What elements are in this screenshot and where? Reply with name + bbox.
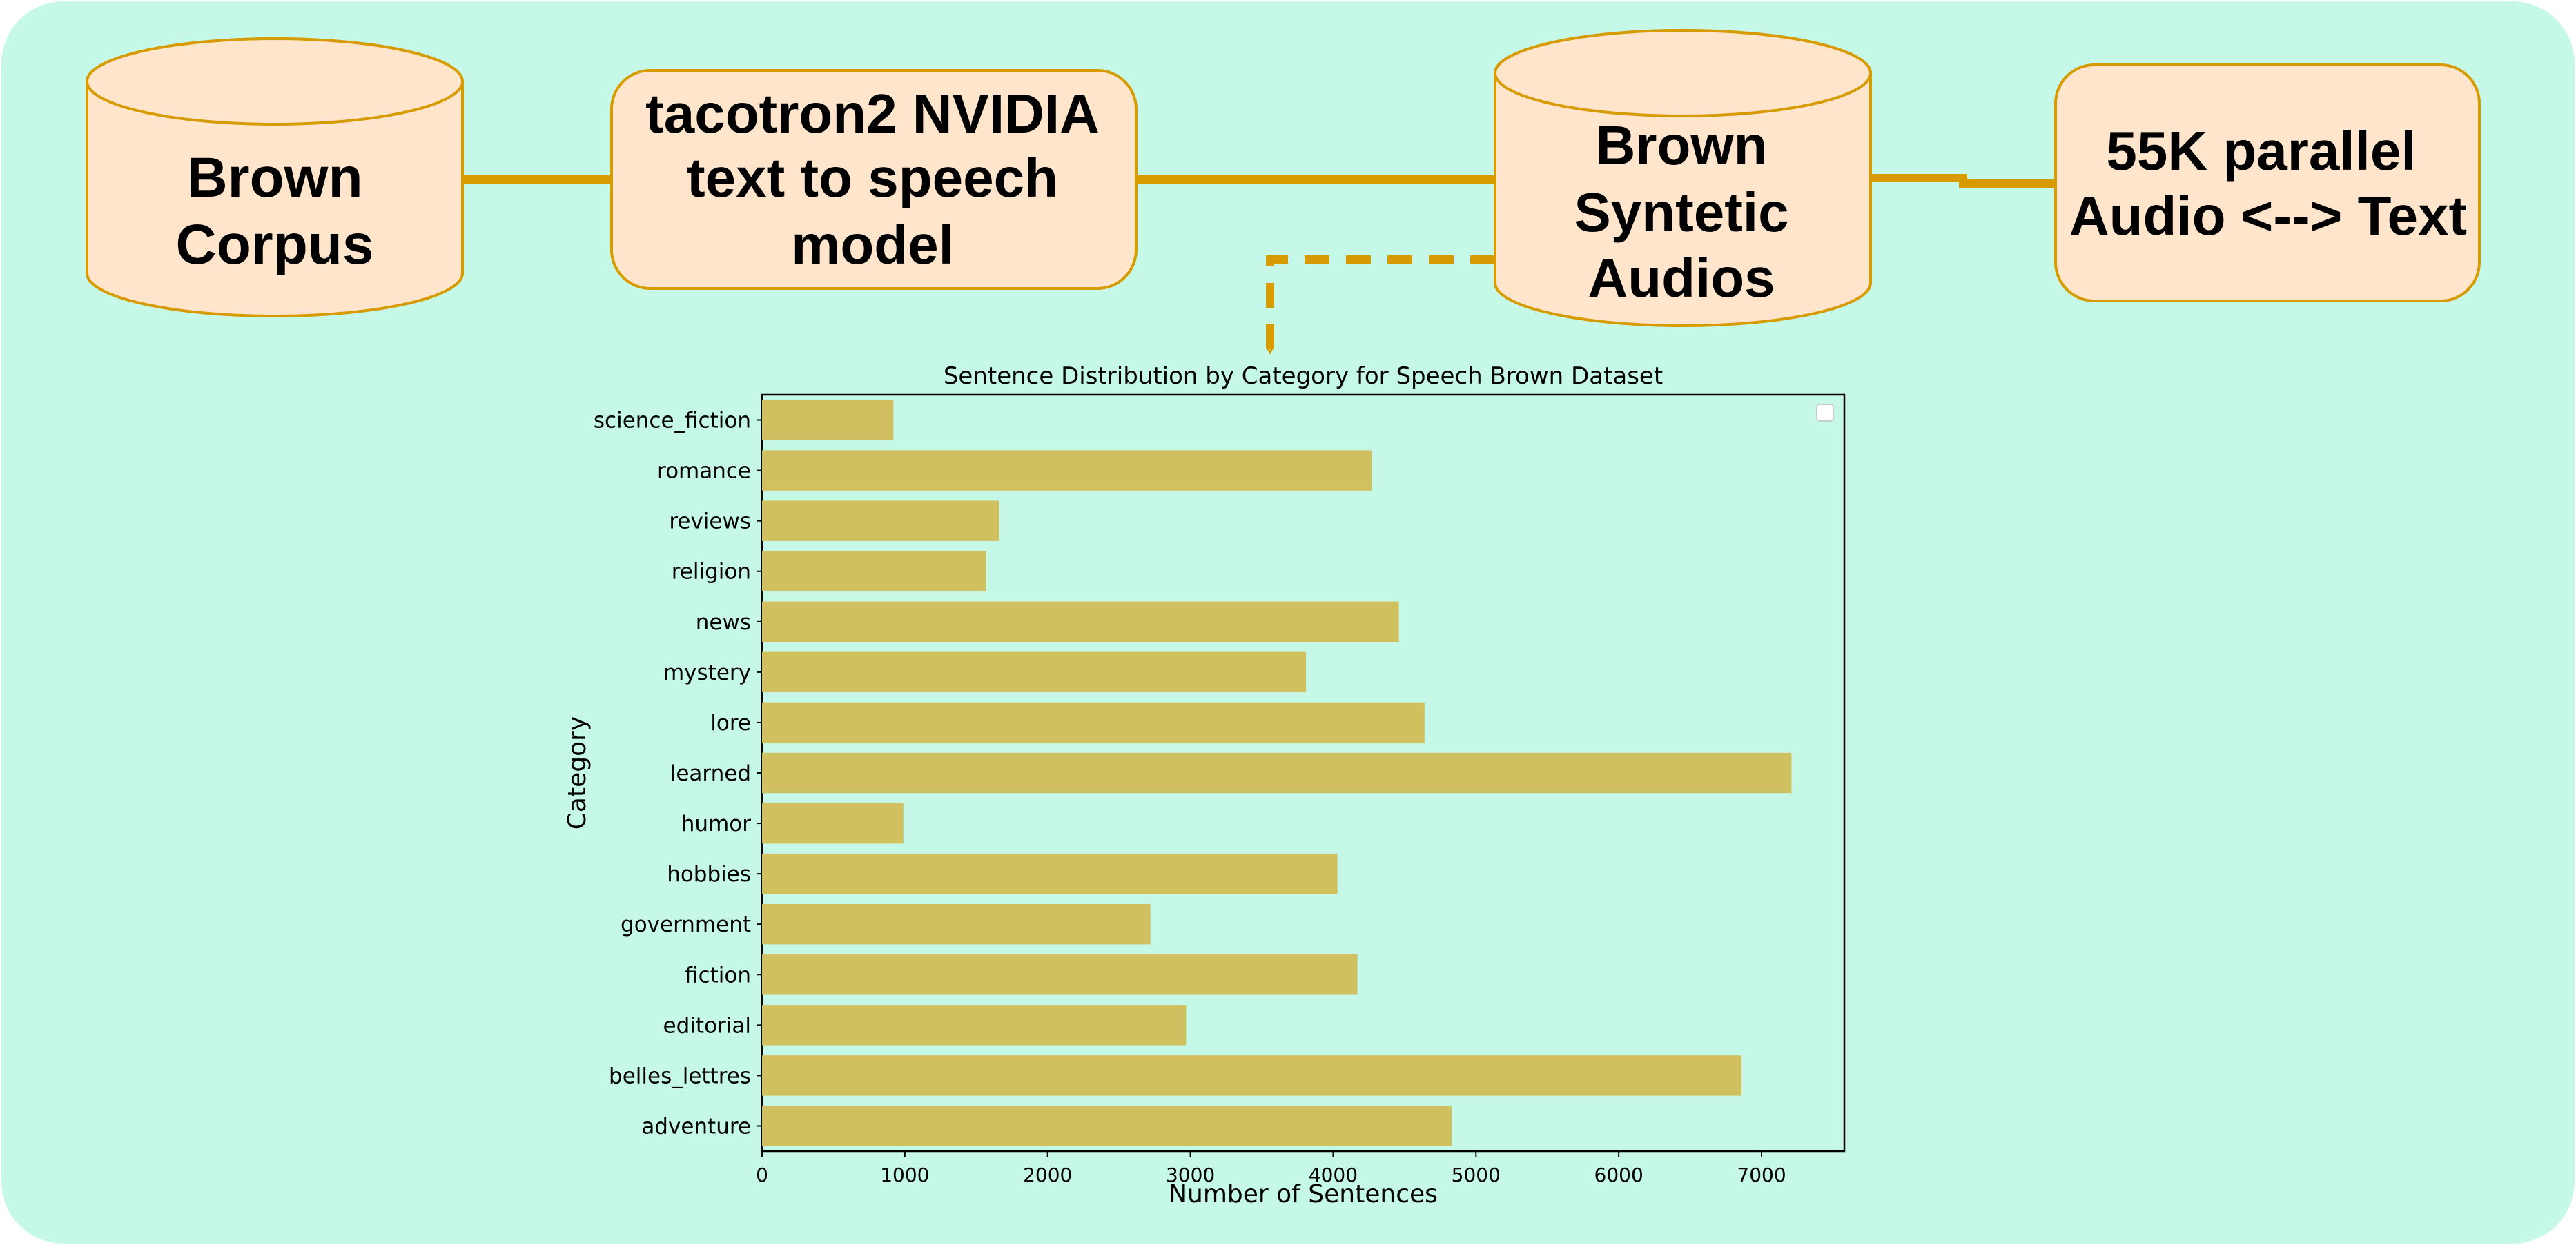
y-tick-label: fiction <box>685 963 751 988</box>
sentence-distribution-chart: Sentence Distribution by Category for Sp… <box>563 362 1846 1208</box>
x-tick-label: 5000 <box>1452 1164 1501 1186</box>
bar-reviews <box>762 500 999 541</box>
x-tick-label: 4000 <box>1309 1164 1358 1186</box>
tts-model-label-line2: text to speech <box>687 147 1058 208</box>
bar-belles-lettres <box>762 1055 1742 1096</box>
bar-news <box>762 601 1399 643</box>
bar-lore <box>762 702 1425 743</box>
bar-fiction <box>762 954 1358 995</box>
y-tick-label: reviews <box>669 509 751 534</box>
y-tick-label: mystery <box>663 660 751 685</box>
edge-audios-to-parallel <box>1871 174 2056 188</box>
bar-hobbies <box>762 853 1338 894</box>
x-tick-label: 0 <box>756 1164 768 1186</box>
y-tick-label: humor <box>681 812 751 836</box>
x-tick-label: 1000 <box>880 1164 929 1186</box>
synthetic-audios-label-line3: Audios <box>1588 247 1775 308</box>
bars-layer <box>762 400 1792 1146</box>
pipeline-edges <box>462 174 2056 355</box>
tts-model-node[interactable]: tacotron2 NVIDIA text to speech model <box>610 69 1138 290</box>
brown-corpus-label-line1: Brown <box>186 146 362 209</box>
y-tick-label: government <box>621 912 751 937</box>
y-tick-label: adventure <box>641 1114 751 1139</box>
x-tick-label: 3000 <box>1166 1164 1215 1186</box>
parallel-data-node[interactable]: 55K parallel Audio <--> Text <box>2054 63 2481 302</box>
y-tick-label: learned <box>670 761 751 786</box>
synthetic-audios-label-line1: Brown <box>1596 115 1768 176</box>
bar-religion <box>762 551 986 591</box>
bar-mystery <box>762 651 1307 693</box>
bar-learned <box>762 752 1792 794</box>
y-tick-labels: adventure belles_lettres editorial fiction g… <box>594 409 762 1139</box>
x-ticks: 0 1000 2000 3000 4000 5000 6000 7000 <box>756 1151 1786 1186</box>
y-tick-label: lore <box>710 711 751 736</box>
tts-model-label-line1: tacotron2 NVIDIA <box>645 83 1100 144</box>
bar-adventure <box>762 1106 1452 1146</box>
brown-corpus-label-line2: Corpus <box>176 213 374 276</box>
bar-science-fiction <box>762 400 894 440</box>
y-tick-label: news <box>696 610 751 635</box>
x-tick-label: 7000 <box>1737 1164 1786 1186</box>
edge-audios-to-chart-dashed <box>1266 255 1495 355</box>
brown-corpus-node[interactable]: Brown Corpus <box>86 37 464 317</box>
synthetic-audios-label-line2: Syntetic <box>1574 182 1788 243</box>
y-tick-label: religion <box>672 560 751 585</box>
x-axis-label: Number of Sentences <box>1169 1180 1438 1208</box>
bar-government <box>762 903 1151 945</box>
x-tick-label: 2000 <box>1023 1164 1072 1186</box>
y-tick-label: belles_lettres <box>609 1063 751 1088</box>
legend-box <box>1816 404 1834 422</box>
y-tick-label: science_fiction <box>594 409 751 433</box>
bar-humor <box>762 803 904 844</box>
bar-editorial <box>762 1005 1187 1046</box>
chart-title: Sentence Distribution by Category for Sp… <box>944 362 1663 390</box>
parallel-data-label-line1: 55K parallel <box>2106 120 2416 182</box>
y-axis-label: Category <box>563 716 592 830</box>
y-tick-label: romance <box>657 459 751 484</box>
bar-romance <box>762 450 1372 491</box>
x-tick-label: 6000 <box>1594 1164 1643 1186</box>
tts-model-label-line3: model <box>791 214 954 275</box>
synthetic-audios-node[interactable]: Brown Syntetic Audios <box>1494 29 1872 327</box>
y-tick-label: hobbies <box>667 862 751 887</box>
y-tick-label: editorial <box>663 1013 751 1038</box>
parallel-data-label-line2: Audio <--> Text <box>2069 185 2467 246</box>
